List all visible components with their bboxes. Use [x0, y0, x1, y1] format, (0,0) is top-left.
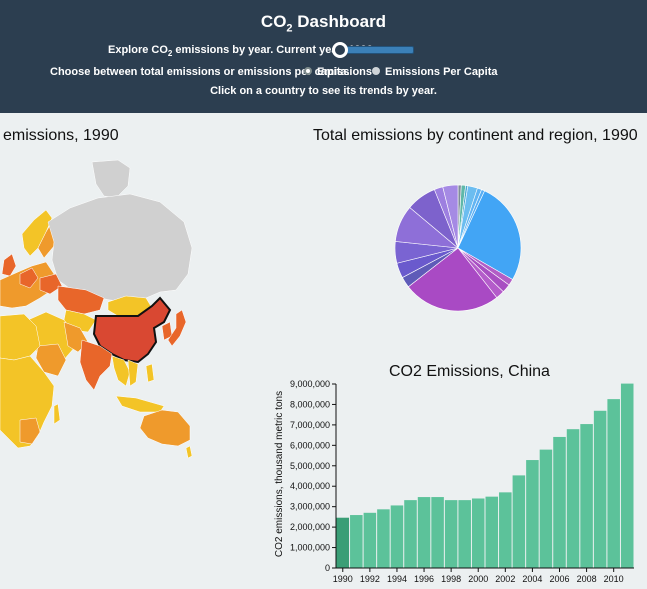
bar-2006[interactable] [553, 436, 566, 568]
per-capita-radio-label: Emissions Per Capita [385, 66, 498, 78]
map-country-greenland[interactable] [91, 159, 131, 199]
map-country-indonesia[interactable] [115, 395, 165, 413]
dashboard-title: CO2 Dashboard [260, 12, 387, 35]
bar-2008[interactable] [580, 424, 593, 568]
y-tick-label: 6,000,000 [290, 440, 330, 450]
map-country-madagascar[interactable] [53, 403, 61, 425]
bar-2004[interactable] [526, 460, 539, 568]
bar-2007[interactable] [566, 429, 580, 568]
mode-instruction: Choose between total emissions or emissi… [50, 66, 350, 78]
map-country-new-zealand[interactable] [185, 445, 193, 459]
y-tick-label: 9,000,000 [290, 379, 330, 389]
bar-1992[interactable] [363, 512, 377, 568]
bar-2000[interactable] [471, 498, 485, 568]
x-tick-label: 2000 [468, 574, 488, 584]
pie-slice[interactable] [442, 184, 459, 249]
bar-1995[interactable] [404, 500, 417, 568]
map-country-south-africa[interactable] [19, 417, 41, 445]
year-slider-track[interactable] [342, 46, 414, 54]
country-instruction: Click on a country to see its trends by … [210, 85, 437, 97]
bar-2003[interactable] [512, 475, 526, 568]
map-country-philippines[interactable] [145, 363, 155, 383]
world-map[interactable] [0, 150, 195, 589]
x-tick-label: 1996 [414, 574, 434, 584]
pie-title: Total emissions by continent and region,… [313, 127, 638, 144]
x-tick-label: 2008 [577, 574, 597, 584]
bar-1993[interactable] [377, 509, 390, 568]
map-country-india[interactable] [79, 339, 113, 391]
per-capita-radio-button[interactable] [372, 67, 380, 76]
x-tick-label: 2010 [604, 574, 624, 584]
map-title: emissions, 1990 [3, 127, 119, 144]
x-tick-label: 1994 [387, 574, 407, 584]
x-tick-label: 2002 [495, 574, 515, 584]
x-axis: 1990 1992 1994 1996 1998 2000 2002 2004 2006 2008… [333, 567, 634, 584]
y-tick-label: 5,000,000 [290, 461, 330, 471]
china-bar-chart[interactable]: CO2 emissions, thousand metric tons 0 1,0… [268, 375, 643, 589]
x-tick-label: 1992 [360, 574, 380, 584]
y-tick-label: 2,000,000 [290, 522, 330, 532]
y-tick-label: 0 [325, 563, 330, 573]
x-tick-label: 2006 [549, 574, 569, 584]
y-axis-label: CO2 emissions, thousand metric tons [274, 391, 285, 557]
map-country-saudi-arabia[interactable] [35, 343, 67, 377]
bar-1991[interactable] [350, 515, 363, 568]
per-capita-radio[interactable]: Emissions Per Capita [372, 66, 498, 80]
map-country-australia[interactable] [139, 409, 191, 447]
year-slider-thumb[interactable] [332, 42, 348, 58]
bar-chart-title: CO2 Emissions, China [389, 363, 550, 380]
bar-2001[interactable] [485, 496, 499, 568]
y-tick-label: 7,000,000 [290, 420, 330, 430]
bar-1998[interactable] [444, 500, 458, 568]
map-country-russia[interactable] [47, 193, 193, 303]
x-tick-label: 1990 [333, 574, 353, 584]
bar-2010[interactable] [607, 399, 620, 568]
y-axis: 0 1,000,000 2,000,000 3,000,000 4,000,000 5,0… [290, 379, 337, 573]
emissions-radio-label: Emissions [317, 66, 373, 78]
bar-2011[interactable] [620, 383, 634, 568]
emissions-radio-button[interactable] [304, 67, 312, 76]
year-instruction: Explore CO2 emissions by year. Current y… [108, 44, 373, 59]
map-country-ukraine[interactable] [39, 273, 63, 295]
bar-1997[interactable] [431, 497, 444, 568]
bar-2005[interactable] [539, 449, 553, 568]
pie-slice[interactable] [457, 190, 522, 280]
map-country-africa-central[interactable] [0, 355, 55, 449]
y-tick-label: 3,000,000 [290, 502, 330, 512]
dashboard-header: CO2 Dashboard Explore CO2 emissions by y… [0, 0, 647, 113]
bar-1996[interactable] [417, 497, 431, 568]
y-tick-label: 4,000,000 [290, 481, 330, 491]
year-slider[interactable] [330, 42, 416, 58]
y-tick-label: 1,000,000 [290, 543, 330, 553]
map-country-vietnam[interactable] [127, 359, 139, 387]
bar-1990[interactable] [336, 517, 350, 568]
emissions-radio[interactable]: Emissions [304, 66, 372, 80]
bar-1999[interactable] [458, 500, 471, 568]
bar-2002[interactable] [499, 492, 512, 568]
pie-slice[interactable] [407, 247, 498, 312]
y-tick-label: 8,000,000 [290, 399, 330, 409]
map-country-japan[interactable] [167, 309, 187, 347]
map-country-uk[interactable] [1, 253, 17, 277]
bar-2009[interactable] [593, 410, 607, 568]
bar-1994[interactable] [390, 505, 404, 568]
map-country-southeast-asia[interactable] [111, 355, 131, 387]
map-country-kazakhstan[interactable] [57, 285, 105, 315]
x-tick-label: 1998 [441, 574, 461, 584]
continent-pie-chart[interactable] [395, 168, 527, 330]
map-country-germany[interactable] [19, 267, 39, 289]
x-tick-label: 2004 [522, 574, 542, 584]
